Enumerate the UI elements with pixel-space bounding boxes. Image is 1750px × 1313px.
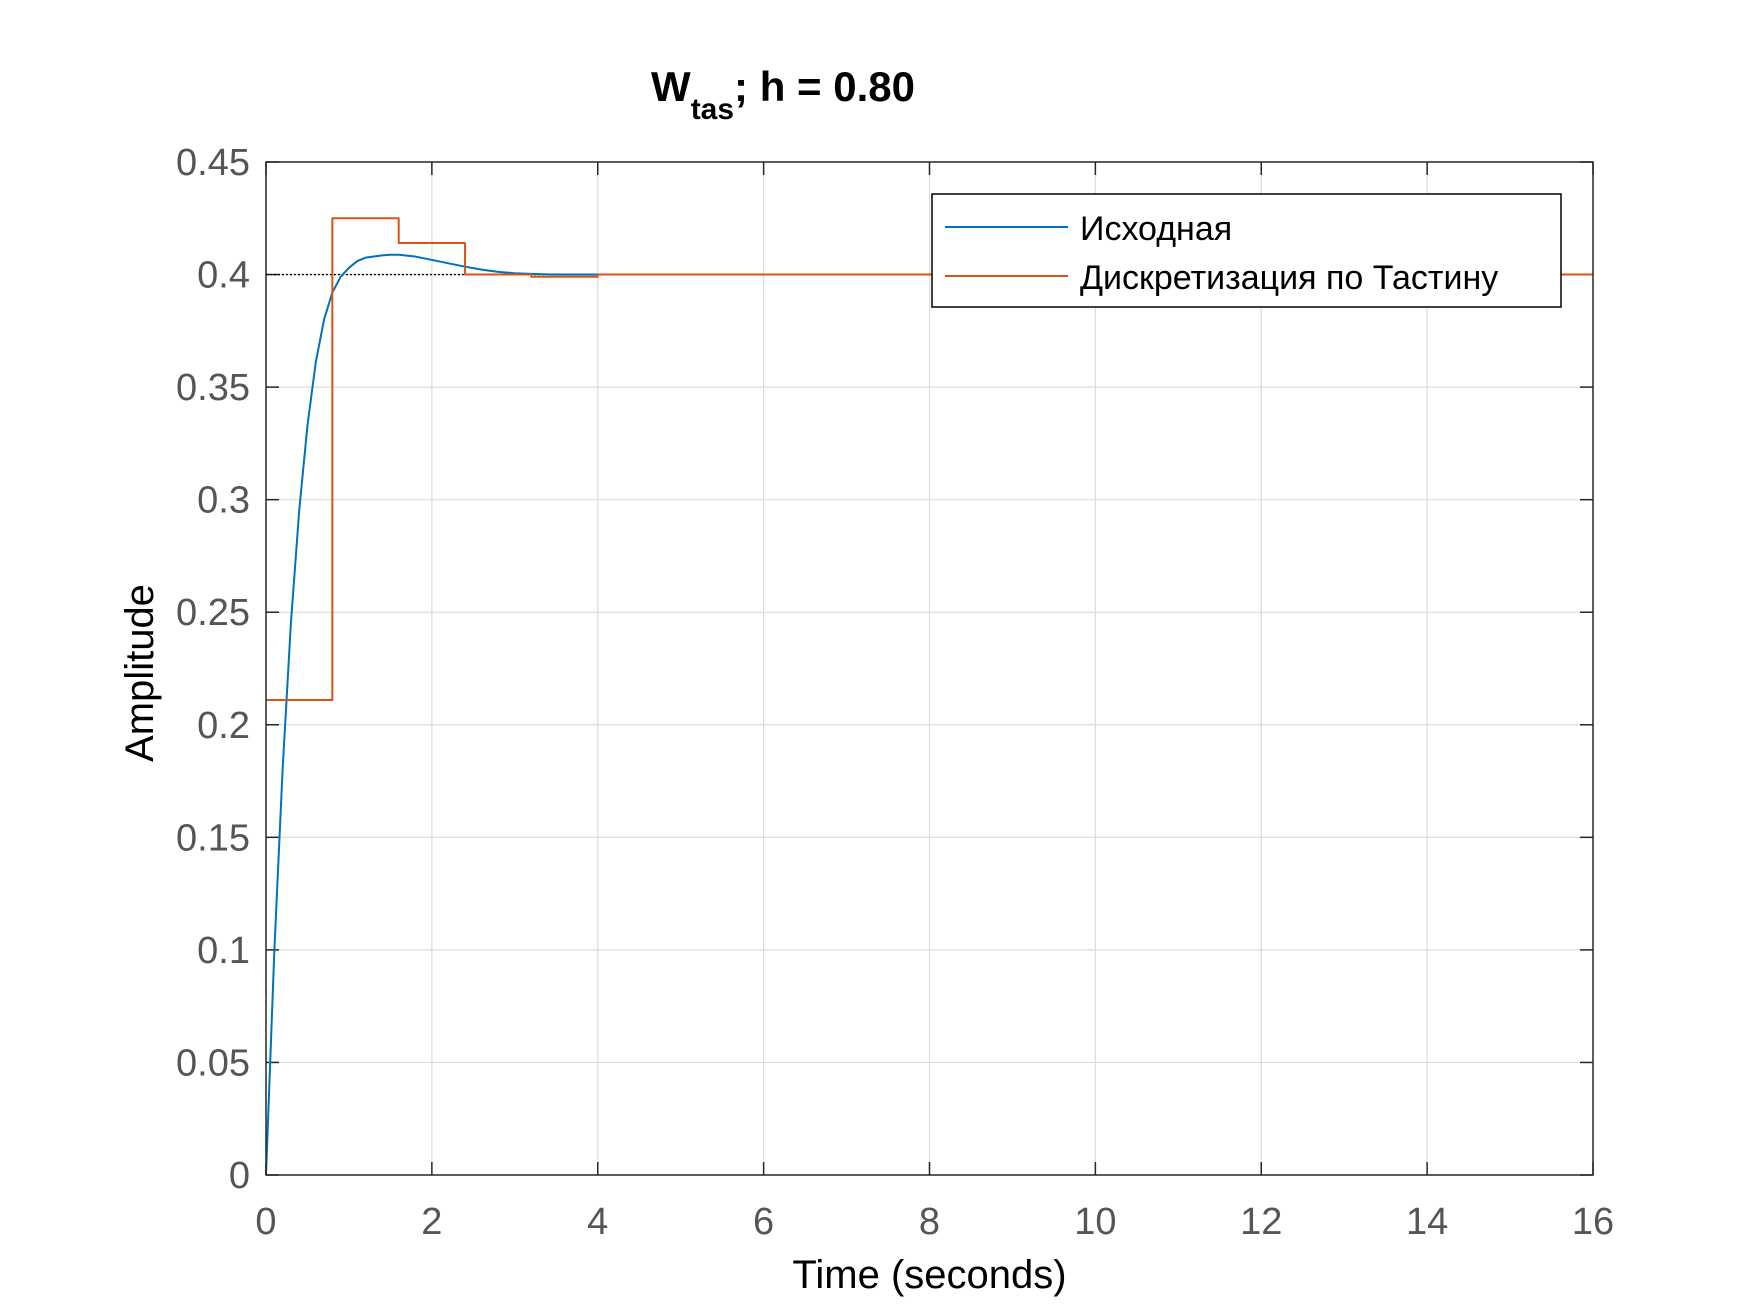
legend-label-original: Исходная — [1080, 210, 1232, 248]
x-tick-label: 10 — [1074, 1201, 1116, 1243]
legend-label-tustin: Дискретизация по Тастину — [1080, 259, 1498, 297]
y-tick-label: 0.2 — [197, 705, 250, 747]
legend: Исходная Дискретизация по Тастину — [931, 193, 1562, 308]
x-tick-label: 16 — [1572, 1201, 1614, 1243]
y-tick-label: 0.45 — [176, 142, 250, 184]
y-tick-label: 0.05 — [176, 1042, 250, 1084]
x-tick-label: 12 — [1240, 1201, 1282, 1243]
x-tick-label: 4 — [587, 1201, 608, 1243]
chart-title-subscript: tas — [691, 93, 734, 126]
y-tick-label: 0.15 — [176, 817, 250, 859]
x-tick-label: 6 — [753, 1201, 774, 1243]
chart-title: Wtas; h = 0.80 — [651, 63, 915, 126]
tick-labels: 0 2 4 6 8 10 12 14 16 0 0.05 0.1 0.15 0.2 0.25 0.3 0.35 0… — [176, 142, 1614, 1243]
y-axis-label: Amplitude — [118, 584, 162, 762]
y-tick-label: 0.4 — [197, 255, 250, 297]
x-tick-label: 2 — [421, 1201, 442, 1243]
y-tick-label: 0.35 — [176, 367, 250, 409]
legend-box — [931, 193, 1562, 308]
x-tick-label: 8 — [919, 1201, 940, 1243]
series-line-original — [265, 253, 598, 1176]
series-line-tustin — [266, 217, 1593, 702]
grid — [266, 162, 1593, 1175]
y-tick-label: 0.3 — [197, 480, 250, 522]
plot-lines — [265, 217, 1593, 1176]
x-axis-label: Time (seconds) — [792, 1253, 1066, 1297]
x-tick-label: 0 — [255, 1201, 276, 1243]
y-tick-label: 0 — [229, 1155, 250, 1197]
y-tick-label: 0.1 — [197, 930, 250, 972]
y-tick-label: 0.25 — [176, 592, 250, 634]
plot-frame — [265, 161, 1594, 1176]
x-tick-label: 14 — [1406, 1201, 1448, 1243]
